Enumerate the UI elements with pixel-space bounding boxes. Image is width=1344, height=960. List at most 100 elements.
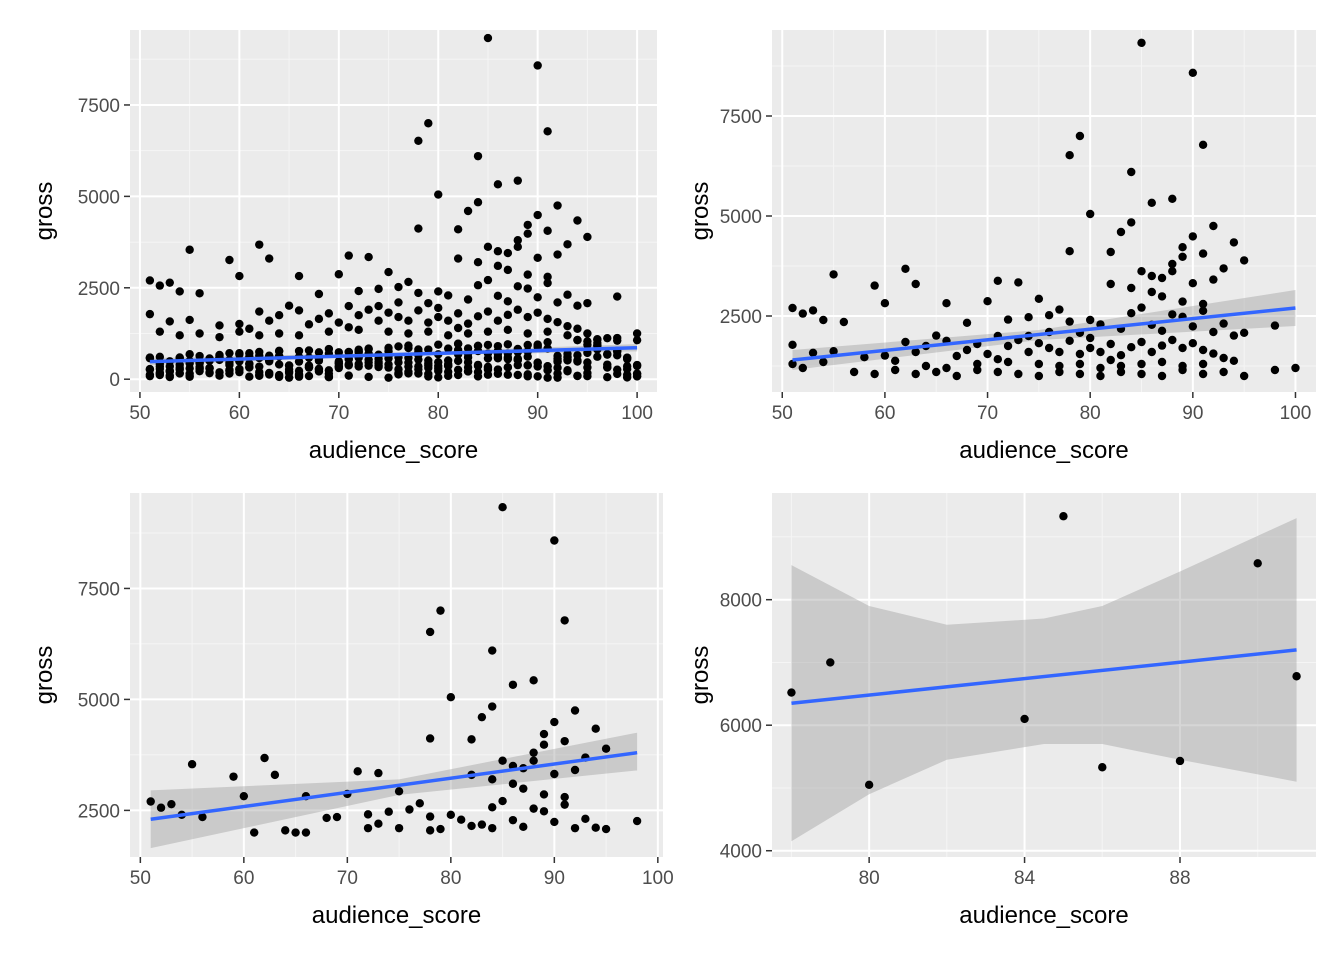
data-point xyxy=(434,287,443,296)
data-point xyxy=(294,346,304,356)
data-point xyxy=(384,360,393,369)
data-point xyxy=(503,370,513,379)
data-point xyxy=(414,369,423,378)
data-point xyxy=(235,365,244,374)
data-point xyxy=(1198,306,1208,315)
data-point xyxy=(239,791,249,801)
data-point xyxy=(1157,357,1167,367)
data-point xyxy=(498,503,507,512)
data-point xyxy=(374,301,383,311)
data-point xyxy=(146,797,155,806)
y-tick-label: 7500 xyxy=(720,107,762,128)
data-point xyxy=(434,312,443,322)
data-point xyxy=(1024,347,1033,357)
data-point xyxy=(1198,345,1208,355)
data-point xyxy=(503,297,513,306)
data-point xyxy=(394,823,404,833)
data-point xyxy=(1106,339,1115,349)
data-point xyxy=(1178,297,1187,306)
trend-line xyxy=(149,346,638,364)
data-point xyxy=(563,349,572,359)
data-point xyxy=(414,288,423,298)
data-point xyxy=(529,676,538,685)
data-point xyxy=(453,225,463,234)
data-point xyxy=(265,254,274,263)
data-point xyxy=(187,760,197,769)
data-point xyxy=(405,805,414,814)
data-point xyxy=(519,822,528,832)
data-point xyxy=(1116,361,1126,371)
x-tick-label: 90 xyxy=(1182,403,1203,424)
data-point xyxy=(245,324,254,333)
data-point xyxy=(424,318,433,327)
data-point xyxy=(529,748,538,757)
data-point xyxy=(394,282,403,292)
data-point xyxy=(384,327,393,336)
x-tick-label: 100 xyxy=(1280,403,1312,424)
data-point xyxy=(1147,347,1156,357)
data-point xyxy=(788,303,797,313)
data-point xyxy=(1137,303,1146,312)
data-point xyxy=(165,278,174,287)
data-point xyxy=(1253,559,1262,568)
data-point xyxy=(1085,315,1095,325)
data-point xyxy=(932,367,941,377)
data-point xyxy=(503,363,513,372)
data-point xyxy=(165,372,174,382)
data-point xyxy=(560,800,569,809)
data-point xyxy=(523,220,532,230)
data-point xyxy=(1106,355,1115,365)
data-point xyxy=(839,317,849,327)
data-point xyxy=(1209,221,1218,231)
data-point xyxy=(404,329,413,338)
data-point xyxy=(543,337,552,347)
data-point xyxy=(473,198,483,207)
data-point xyxy=(1137,359,1146,369)
data-point xyxy=(1044,311,1054,320)
data-point xyxy=(581,814,590,824)
data-point xyxy=(890,365,900,375)
data-point xyxy=(508,680,518,689)
data-point xyxy=(932,331,941,340)
data-point xyxy=(394,298,403,307)
y-axis-title: gross xyxy=(31,182,58,241)
data-point xyxy=(523,329,532,338)
x-tick-label: 90 xyxy=(544,868,565,889)
x-tick-label: 70 xyxy=(977,403,998,424)
data-point xyxy=(513,242,522,252)
x-tick-label: 70 xyxy=(328,403,349,424)
data-point xyxy=(1014,369,1023,379)
data-point xyxy=(488,823,497,833)
data-point xyxy=(523,370,532,379)
data-point xyxy=(553,317,562,327)
data-point xyxy=(570,823,580,833)
confidence-band xyxy=(150,732,638,849)
data-point xyxy=(543,362,552,371)
data-point xyxy=(603,373,612,382)
data-point xyxy=(167,799,176,809)
data-point xyxy=(145,309,155,319)
data-point xyxy=(583,329,592,338)
data-point xyxy=(523,340,532,350)
data-point xyxy=(354,311,363,320)
data-point xyxy=(384,373,393,382)
data-point xyxy=(1059,512,1068,521)
data-point xyxy=(543,327,552,336)
data-point xyxy=(195,329,204,338)
data-point xyxy=(573,324,582,333)
data-point xyxy=(573,301,582,310)
data-point xyxy=(1085,343,1095,353)
data-point xyxy=(322,813,331,823)
data-point xyxy=(1178,252,1187,261)
data-point xyxy=(1198,249,1208,258)
x-axis-title: audience_score xyxy=(959,902,1128,929)
data-point xyxy=(260,753,269,763)
data-point xyxy=(436,606,445,615)
data-point xyxy=(593,352,602,361)
data-point xyxy=(165,366,174,376)
data-point xyxy=(488,702,497,711)
data-point xyxy=(354,286,363,296)
data-point xyxy=(1034,339,1044,348)
data-point xyxy=(304,320,314,329)
data-point xyxy=(513,282,522,291)
